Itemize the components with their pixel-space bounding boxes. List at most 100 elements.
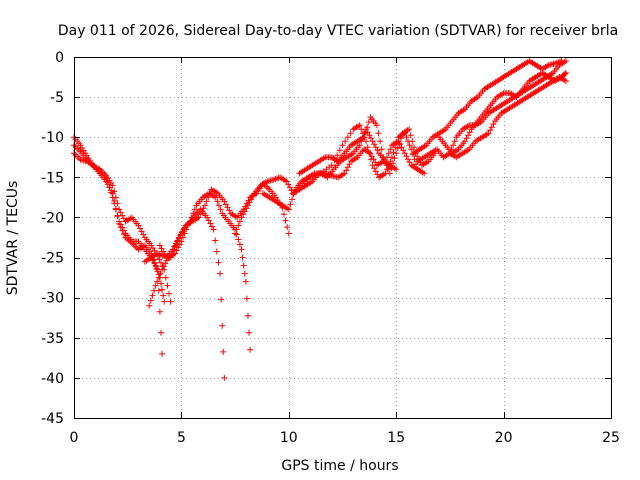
data-point xyxy=(114,213,121,220)
data-point xyxy=(466,129,473,136)
data-point xyxy=(403,153,410,160)
data-point xyxy=(236,218,243,225)
data-point xyxy=(356,142,363,149)
data-point xyxy=(242,278,249,285)
data-point xyxy=(561,71,568,78)
data-point xyxy=(307,174,314,181)
data-point xyxy=(240,262,247,269)
series-arc-14 xyxy=(446,74,569,161)
data-point xyxy=(463,135,470,142)
data-point xyxy=(285,206,292,213)
data-point xyxy=(156,256,163,263)
x-tick-label: 5 xyxy=(177,430,186,446)
data-point xyxy=(156,308,163,315)
data-point xyxy=(347,130,354,137)
x-tick-label: 0 xyxy=(70,430,79,446)
data-point xyxy=(224,204,231,211)
data-point xyxy=(371,165,378,172)
data-point xyxy=(356,122,363,129)
data-point xyxy=(103,178,110,185)
data-point xyxy=(188,214,195,221)
data-point xyxy=(203,198,210,205)
data-point xyxy=(166,290,173,297)
data-point xyxy=(204,214,211,221)
data-point xyxy=(369,138,376,145)
data-point xyxy=(212,194,219,201)
y-tick-label: 0 xyxy=(55,50,64,66)
data-point xyxy=(135,222,142,229)
data-point xyxy=(287,201,294,208)
data-point xyxy=(221,198,228,205)
data-point xyxy=(413,161,420,168)
data-point xyxy=(220,348,227,355)
data-point xyxy=(151,259,158,266)
data-point xyxy=(159,266,166,273)
y-tick-label: -5 xyxy=(50,90,64,106)
y-tick-label: -15 xyxy=(41,170,64,186)
data-point xyxy=(232,230,239,237)
data-point xyxy=(396,140,403,147)
data-point xyxy=(243,295,250,302)
data-marks xyxy=(71,58,569,381)
data-point xyxy=(487,127,494,134)
data-point xyxy=(213,248,220,255)
data-point xyxy=(339,142,346,149)
data-point xyxy=(240,211,247,218)
data-point xyxy=(179,228,186,235)
data-point xyxy=(195,214,202,221)
data-point xyxy=(385,150,392,157)
data-point xyxy=(217,270,224,277)
data-point xyxy=(164,282,171,289)
x-axis-label: GPS time / hours xyxy=(281,458,398,474)
y-tick-label: -30 xyxy=(41,291,64,307)
data-point xyxy=(393,150,400,157)
data-point xyxy=(205,194,212,201)
data-point xyxy=(358,126,365,133)
data-point xyxy=(485,130,492,137)
y-tick-label: -10 xyxy=(41,130,64,146)
data-point xyxy=(209,223,216,230)
data-point xyxy=(381,158,388,165)
x-tick-label: 25 xyxy=(602,430,620,446)
data-point xyxy=(374,171,381,178)
data-point xyxy=(334,152,341,159)
data-point xyxy=(408,146,415,153)
series-arc-4 xyxy=(146,206,228,381)
data-point xyxy=(157,280,164,287)
series-arc-12 xyxy=(410,58,565,157)
data-point xyxy=(162,274,169,281)
x-tick-label: 15 xyxy=(387,430,405,446)
data-point xyxy=(221,374,228,381)
data-point xyxy=(116,220,123,227)
data-point xyxy=(177,231,184,238)
data-point xyxy=(137,225,144,232)
data-point xyxy=(241,208,248,215)
data-point xyxy=(372,168,379,175)
data-point xyxy=(388,154,395,161)
plot-frame xyxy=(74,57,612,419)
data-point xyxy=(159,286,166,293)
data-point xyxy=(155,274,162,281)
data-point xyxy=(289,196,296,203)
data-point xyxy=(403,134,410,141)
data-point xyxy=(152,282,159,289)
data-point xyxy=(215,259,222,266)
data-point xyxy=(401,130,408,137)
data-point xyxy=(450,142,457,149)
data-point xyxy=(288,187,295,194)
data-point xyxy=(206,190,213,197)
data-point xyxy=(200,205,207,212)
data-point xyxy=(109,182,116,189)
grid-layer xyxy=(74,57,611,418)
data-point xyxy=(198,208,205,215)
y-tick-label: -25 xyxy=(41,251,64,267)
data-point xyxy=(378,146,385,153)
data-point xyxy=(244,202,251,209)
data-point xyxy=(190,210,197,217)
data-point xyxy=(312,172,319,179)
data-point xyxy=(197,211,204,218)
data-point xyxy=(233,226,240,233)
data-point xyxy=(120,215,127,222)
data-point xyxy=(393,166,400,173)
